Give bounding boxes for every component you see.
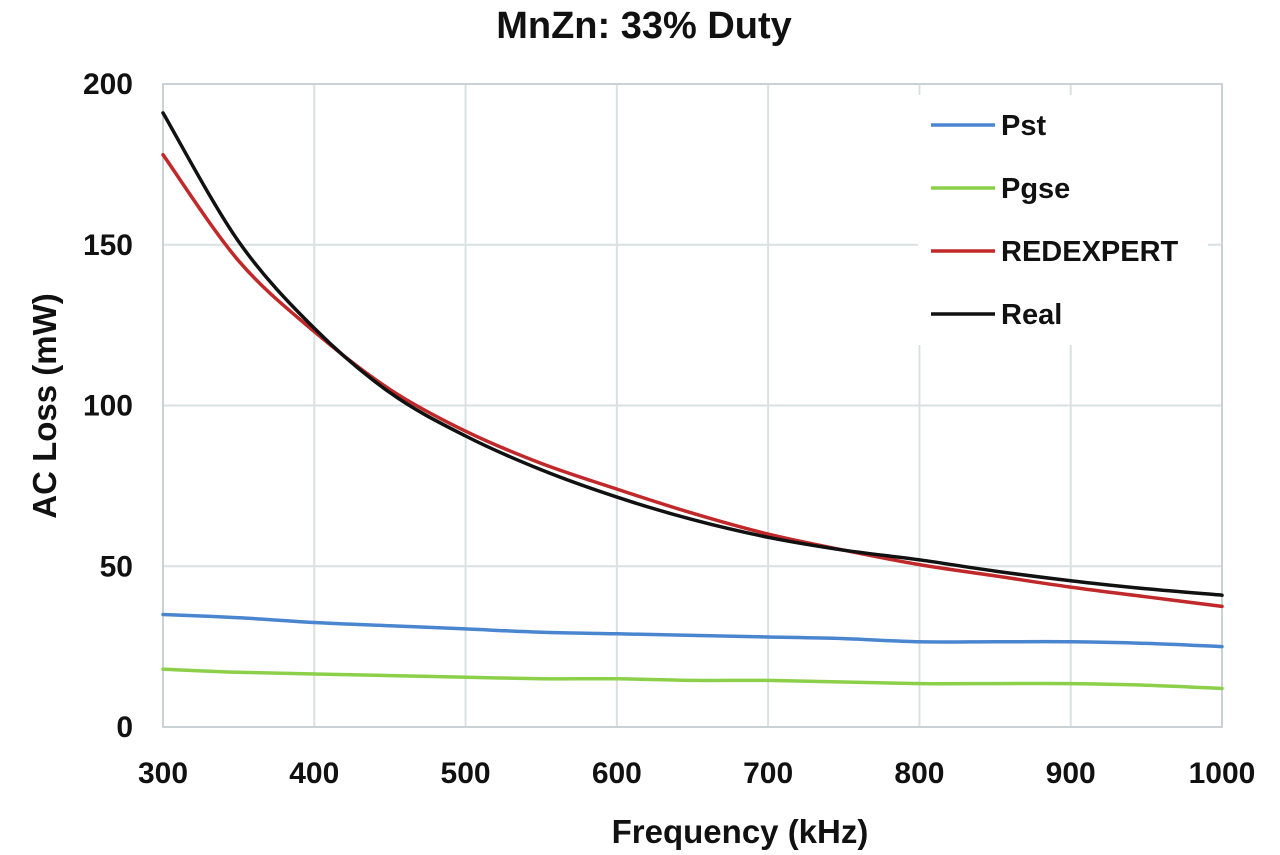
y-tick-label: 150 (83, 229, 133, 262)
y-tick-label: 50 (100, 550, 133, 583)
chart-title: MnZn: 33% Duty (496, 5, 792, 47)
legend: Pst Pgse REDEXPERT Real (918, 95, 1208, 345)
legend-item-real: Real (931, 299, 1062, 331)
x-tick-label: 500 (441, 757, 491, 790)
x-tick-label: 400 (289, 757, 339, 790)
series-line-redexpert (161, 152, 1224, 609)
legend-item-redexpert: REDEXPERT (931, 236, 1179, 268)
y-axis-label: AC Loss (mW) (26, 293, 63, 519)
legend-label: REDEXPERT (1001, 236, 1179, 268)
legend-label: Pst (1001, 110, 1046, 142)
series-line-pgse (161, 667, 1224, 691)
series-line-pst (161, 612, 1224, 649)
plot-frame (162, 83, 1223, 728)
y-tick-label: 0 (116, 711, 133, 744)
x-tick-label: 300 (138, 757, 188, 790)
x-tick-label: 600 (592, 757, 642, 790)
x-axis-label: Frequency (kHz) (612, 813, 869, 850)
y-tick-label: 100 (83, 390, 133, 423)
y-tick-label: 200 (83, 68, 133, 101)
legend-item-pgse: Pgse (931, 173, 1070, 205)
series-lines (161, 111, 1224, 691)
x-axis-ticks: 300 400 500 600 700 800 900 1000 (138, 757, 1255, 790)
x-tick-label: 900 (1046, 757, 1096, 790)
legend-label: Real (1001, 299, 1062, 331)
y-axis-ticks: 0 50 100 150 200 (83, 68, 133, 744)
legend-background (918, 95, 1208, 345)
x-tick-label: 700 (743, 757, 793, 790)
x-tick-label: 800 (894, 757, 944, 790)
legend-label: Pgse (1001, 173, 1070, 205)
x-tick-label: 1000 (1189, 757, 1256, 790)
legend-item-pst: Pst (931, 110, 1046, 142)
series-line-real (161, 111, 1224, 597)
